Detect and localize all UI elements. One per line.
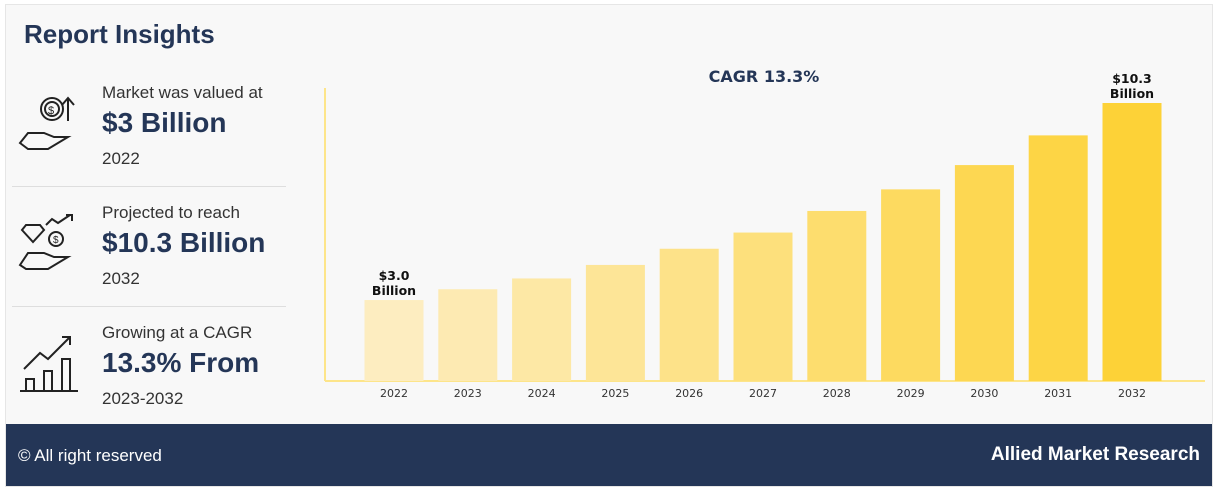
bar-2028 [807, 210, 867, 381]
stat-projected-value: $ Projected to reach $10.3 Billion 2032 [12, 187, 286, 307]
stat-market-value: $ Market was valued at $3 Billion 2022 [12, 67, 286, 187]
svg-text:$: $ [53, 235, 59, 246]
data-label: $3.0 [379, 268, 410, 283]
x-tick-label: 2032 [1118, 387, 1146, 400]
bar-2026 [659, 248, 719, 381]
chart-title: CAGR 13.3% [709, 67, 820, 86]
bar-2022 [364, 300, 424, 381]
footer: © All right reserved Allied Market Resea… [6, 424, 1212, 486]
bar-2025 [585, 264, 645, 381]
brand-logo-text: Allied Market Research [990, 444, 1200, 465]
x-tick-label: 2029 [897, 387, 925, 400]
x-tick-label: 2023 [454, 387, 482, 400]
x-tick-label: 2022 [380, 387, 408, 400]
data-label: Billion [372, 283, 416, 298]
x-tick-label: 2024 [528, 387, 556, 400]
x-tick-label: 2027 [749, 387, 777, 400]
bar-2030 [954, 165, 1014, 381]
x-tick-label: 2026 [675, 387, 703, 400]
svg-text:$: $ [48, 105, 54, 117]
page-title: Report Insights [24, 19, 215, 49]
bar-2029 [881, 189, 941, 381]
bar-2032 [1102, 103, 1162, 381]
bar-2031 [1028, 135, 1088, 381]
stat-cagr: Growing at a CAGR 13.3% From 2023-2032 [12, 307, 286, 427]
x-tick-label: 2030 [970, 387, 998, 400]
growth-chart-icon [20, 336, 78, 392]
x-tick-label: 2028 [823, 387, 851, 400]
x-tick-label: 2031 [1044, 387, 1072, 400]
bar-2024 [512, 278, 572, 381]
hand-diamond-icon: $ [18, 214, 73, 270]
x-tick-label: 2025 [601, 387, 629, 400]
bar-2023 [438, 289, 498, 381]
data-label: $10.3 [1112, 71, 1152, 86]
bar-2027 [733, 232, 793, 381]
copyright-text: © All right reserved [18, 446, 162, 465]
data-label: Billion [1110, 86, 1154, 101]
hand-coin-icon: $ [18, 96, 75, 150]
